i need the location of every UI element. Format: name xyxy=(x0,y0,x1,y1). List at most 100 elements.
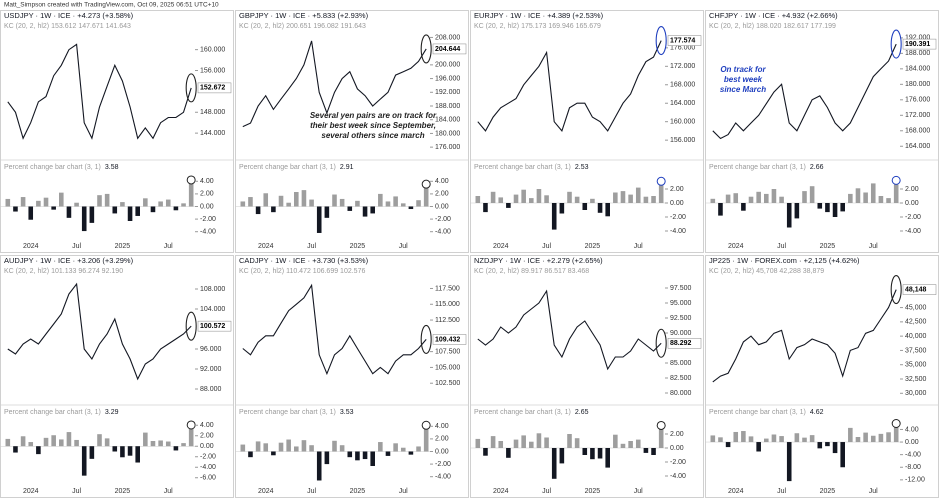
change-bar xyxy=(756,442,761,452)
panel-border xyxy=(470,10,704,253)
change-bar xyxy=(385,201,391,207)
x-tick-label: 2024 xyxy=(258,243,274,250)
change-bar xyxy=(802,437,807,443)
change-bar xyxy=(893,184,899,203)
y-tick-label: 4.00 xyxy=(200,422,214,429)
x-tick-label: Jul xyxy=(542,243,551,250)
y-tick-label: 0.00 xyxy=(905,439,919,446)
change-bar xyxy=(74,202,79,207)
indicator: KC (20, 2, hl2) 45,708 42,288 38,879 xyxy=(709,268,824,275)
change-bar xyxy=(725,194,731,203)
change-bar xyxy=(416,200,421,207)
y-tick-label: 176.000 xyxy=(435,144,460,151)
y-tick-label: 180.000 xyxy=(905,81,930,88)
y-tick-label: 160.000 xyxy=(670,119,695,126)
change-bar xyxy=(294,192,299,207)
panel-title: USDJPY · 1W · ICE · +4.273 (+3.58%) xyxy=(4,11,134,20)
change-bar xyxy=(28,206,34,220)
x-tick-label: 2025 xyxy=(820,243,836,250)
change-bar xyxy=(651,448,656,455)
x-tick-label: 2025 xyxy=(820,488,836,495)
change-bar xyxy=(5,198,11,207)
change-bar xyxy=(36,446,41,455)
highlight-circle xyxy=(421,179,431,189)
highlight-ellipse xyxy=(420,324,432,354)
y-tick-label: 85.000 xyxy=(670,360,692,367)
change-bar xyxy=(506,203,511,208)
change-bar xyxy=(188,428,194,447)
panel-title: CHFJPY · 1W · ICE · +4.932 (+2.66%) xyxy=(709,11,838,20)
change-bar xyxy=(97,195,102,207)
x-tick-label: Jul xyxy=(869,243,878,250)
last-price-tag xyxy=(432,43,467,55)
change-bar xyxy=(536,189,542,203)
change-bar xyxy=(733,431,739,443)
change-bar xyxy=(158,440,163,447)
change-bar xyxy=(582,203,588,210)
change-bar xyxy=(370,451,375,466)
x-tick-label: Jul xyxy=(777,243,786,250)
y-tick-label: 37,500 xyxy=(905,347,927,354)
change-bar xyxy=(741,431,746,443)
x-tick-label: Jul xyxy=(542,488,551,495)
change-bar xyxy=(825,203,830,213)
change-bar xyxy=(605,203,610,217)
change-bar xyxy=(59,192,64,207)
y-tick-label: 0.00 xyxy=(905,200,919,207)
y-tick-label: 0.00 xyxy=(200,203,214,210)
change-bar xyxy=(378,442,383,452)
change-bar xyxy=(521,435,526,448)
panel-border xyxy=(705,10,939,253)
change-bar xyxy=(863,432,868,443)
change-bar xyxy=(559,448,565,464)
y-tick-label: 168.000 xyxy=(670,82,695,89)
change-bar xyxy=(332,440,337,452)
annotation: On track for xyxy=(720,65,766,74)
y-tick-label: 97.500 xyxy=(670,285,692,292)
change-bar xyxy=(248,197,253,207)
change-bar xyxy=(378,193,383,207)
change-bar xyxy=(66,432,72,447)
change-bar xyxy=(20,436,26,447)
change-bar xyxy=(286,202,291,207)
change-bar xyxy=(408,451,414,455)
change-bar xyxy=(582,448,588,455)
change-bar xyxy=(733,193,739,203)
last-price-tag xyxy=(197,82,232,94)
change-bar xyxy=(628,194,633,203)
last-price: 88.292 xyxy=(670,340,692,347)
change-bar xyxy=(385,451,391,456)
change-bar xyxy=(764,438,769,443)
change-bar xyxy=(878,433,884,443)
y-tick-label: -4.00 xyxy=(435,229,451,236)
change-bar xyxy=(423,188,429,207)
change-bar xyxy=(613,192,618,203)
change-bar xyxy=(893,427,899,443)
indicator: KC (20, 2, hl2) 175.173 169.946 165.679 xyxy=(474,23,601,30)
change-bar xyxy=(143,432,148,447)
change-bar xyxy=(559,203,565,214)
change-bar xyxy=(150,441,156,447)
change-bar xyxy=(544,437,549,448)
y-tick-label: 4.00 xyxy=(905,426,919,433)
highlight-ellipse xyxy=(185,73,197,103)
last-price: 109.432 xyxy=(435,336,460,343)
change-last-value: 2.91 xyxy=(340,164,354,171)
change-bar xyxy=(120,202,125,207)
change-last-value: 4.62 xyxy=(810,409,824,416)
change-bar xyxy=(605,448,610,468)
change-bar xyxy=(529,441,534,448)
change-bar xyxy=(613,434,618,448)
price-line xyxy=(242,283,427,376)
y-tick-label: 40,000 xyxy=(905,333,927,340)
y-tick-label: -4.00 xyxy=(905,451,921,458)
y-tick-label: -2.00 xyxy=(905,214,921,221)
change-bar xyxy=(97,434,102,447)
change-bar xyxy=(158,201,163,207)
change-bar xyxy=(771,434,777,443)
change-bar xyxy=(248,451,253,458)
change-bar xyxy=(567,434,572,448)
change-label: Percent change bar chart (3, 1) xyxy=(239,409,336,416)
x-tick-label: Jul xyxy=(307,243,316,250)
